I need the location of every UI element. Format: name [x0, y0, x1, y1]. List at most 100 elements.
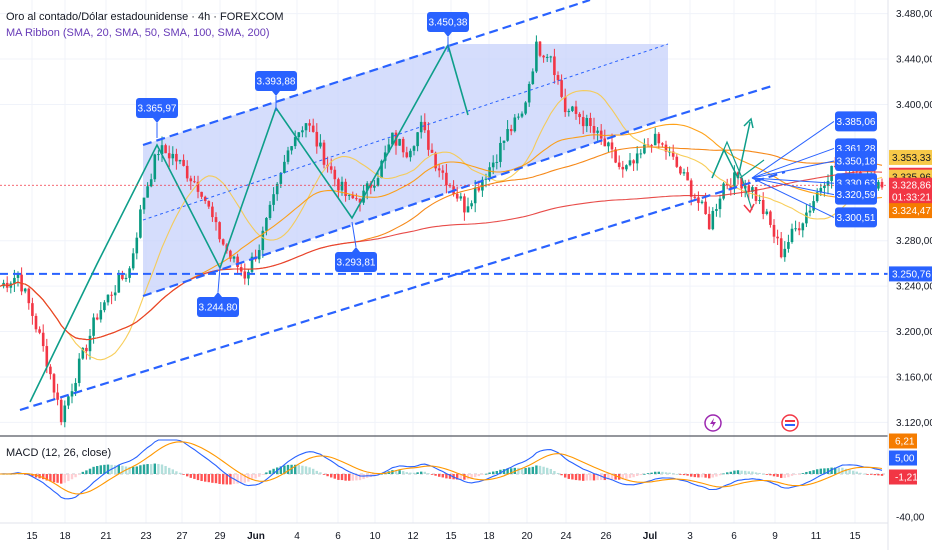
macd-panel: [0, 439, 888, 500]
candle-body: [74, 382, 77, 392]
macd-histogram-bar: [510, 468, 513, 474]
macd-histogram-bar: [632, 474, 635, 478]
candle-body: [740, 178, 743, 189]
candle-body: [733, 172, 736, 189]
candle-body: [502, 140, 506, 143]
channel-lower-line: [142, 116, 669, 298]
macd-histogram-bar: [448, 474, 452, 479]
price-callout-box: [835, 151, 877, 172]
candle-body: [77, 358, 81, 383]
candle-body: [466, 206, 470, 213]
candle-body: [27, 288, 31, 304]
lightning-icon[interactable]: [704, 414, 722, 432]
candle-body: [247, 271, 250, 279]
macd-axis-label: 5,00: [895, 454, 915, 465]
candle-body: [761, 199, 765, 214]
candle-body: [758, 199, 761, 201]
macd-histogram-bar: [844, 468, 848, 474]
candle-body: [398, 138, 401, 146]
macd-histogram-bar: [186, 474, 189, 477]
candle-body: [211, 206, 214, 218]
macd-histogram-bar: [834, 467, 837, 474]
candle-body: [405, 152, 409, 158]
price-callout-label: 3.385,06: [837, 117, 876, 128]
candle-body: [88, 335, 92, 352]
macd-histogram-bar: [218, 474, 221, 484]
macd-histogram-bar: [24, 474, 27, 475]
macd-histogram-bar: [697, 474, 700, 478]
candle-body: [110, 294, 113, 296]
candle-body: [671, 151, 675, 157]
time-tick-label: 27: [176, 531, 188, 542]
candle-body: [772, 224, 776, 237]
candle-body: [470, 203, 473, 207]
macd-histogram-bar: [492, 471, 495, 474]
price-tag: 3.250,76: [889, 266, 932, 282]
macd-histogram-bar: [517, 467, 520, 474]
candle-body: [787, 242, 790, 249]
macd-axis-label: 6,21: [895, 437, 915, 448]
macd-histogram-bar: [733, 470, 736, 474]
macd-histogram-bar: [754, 472, 758, 474]
macd-axis-tag: 5,00: [889, 450, 917, 466]
candle-body: [70, 391, 74, 397]
candle-body: [401, 138, 405, 153]
candle-body: [823, 185, 826, 189]
time-tick-label: 20: [521, 531, 533, 542]
candle-body: [290, 146, 293, 151]
candle-body: [236, 256, 239, 268]
time-axis[interactable]: 15 18 21 23 27 29 Jun 4 6 10 12 15 18 20 24 26 Jul 3 6 9 11 1…: [26, 531, 861, 542]
macd-histogram-bar: [139, 465, 142, 474]
candle-body: [315, 131, 319, 147]
macd-histogram-bar: [877, 474, 880, 476]
macd-histogram-bar: [542, 466, 545, 474]
macd-line: [0, 439, 883, 500]
target-leader-line: [751, 177, 835, 184]
candle-body: [189, 178, 193, 182]
price-callout-label: 3.365,97: [138, 104, 177, 115]
macd-histogram-bar: [394, 470, 398, 474]
price-callout: 3.385,06: [835, 111, 877, 132]
candle-body: [635, 153, 639, 164]
candle-body: [139, 209, 142, 238]
candle-body: [679, 166, 682, 174]
time-tick-label: Jun: [247, 531, 265, 542]
candle-body: [333, 169, 337, 180]
candle-body: [131, 253, 135, 269]
flag-icon[interactable]: [781, 414, 799, 432]
candle-body: [232, 256, 236, 259]
macd-histogram-bar: [168, 467, 171, 474]
macd-histogram-bar: [312, 468, 315, 474]
target-leader-line: [751, 147, 835, 179]
macd-histogram-bar: [430, 474, 434, 475]
macd-axis-label: -1,21: [895, 473, 918, 484]
price-tag-box: [889, 189, 932, 205]
candle-body: [67, 396, 70, 406]
target-leader-line: [751, 177, 835, 218]
candle-body: [459, 196, 463, 199]
macd-histogram-bar: [434, 474, 437, 476]
candle-body: [23, 288, 27, 292]
candle-body: [603, 138, 607, 147]
macd-histogram-bar: [416, 472, 419, 474]
macd-histogram-bar: [88, 468, 92, 474]
macd-histogram-bar: [708, 474, 711, 479]
macd-histogram-bar: [826, 468, 830, 474]
macd-histogram-bar: [204, 474, 207, 482]
candle-body: [185, 165, 189, 179]
candle-body: [164, 145, 167, 154]
macd-histogram-bar: [182, 474, 185, 475]
price-tag-label: 01:33:21: [892, 192, 931, 203]
candle-body: [229, 250, 232, 259]
price-callout-label: 3.361,28: [837, 144, 876, 155]
candle-body: [553, 56, 556, 76]
candle-body: [797, 228, 801, 231]
price-callout-label: 3.450,38: [429, 18, 468, 29]
macd-histogram-bar: [502, 469, 506, 474]
candle-body: [808, 210, 812, 213]
price-axis[interactable]: 3.480,00 3.440,00 3.400,00 3.280,00 3.240,00…: [896, 9, 932, 429]
macd-histogram-bar: [142, 464, 146, 474]
macd-histogram-bar: [859, 472, 862, 474]
candle-body: [495, 161, 499, 163]
